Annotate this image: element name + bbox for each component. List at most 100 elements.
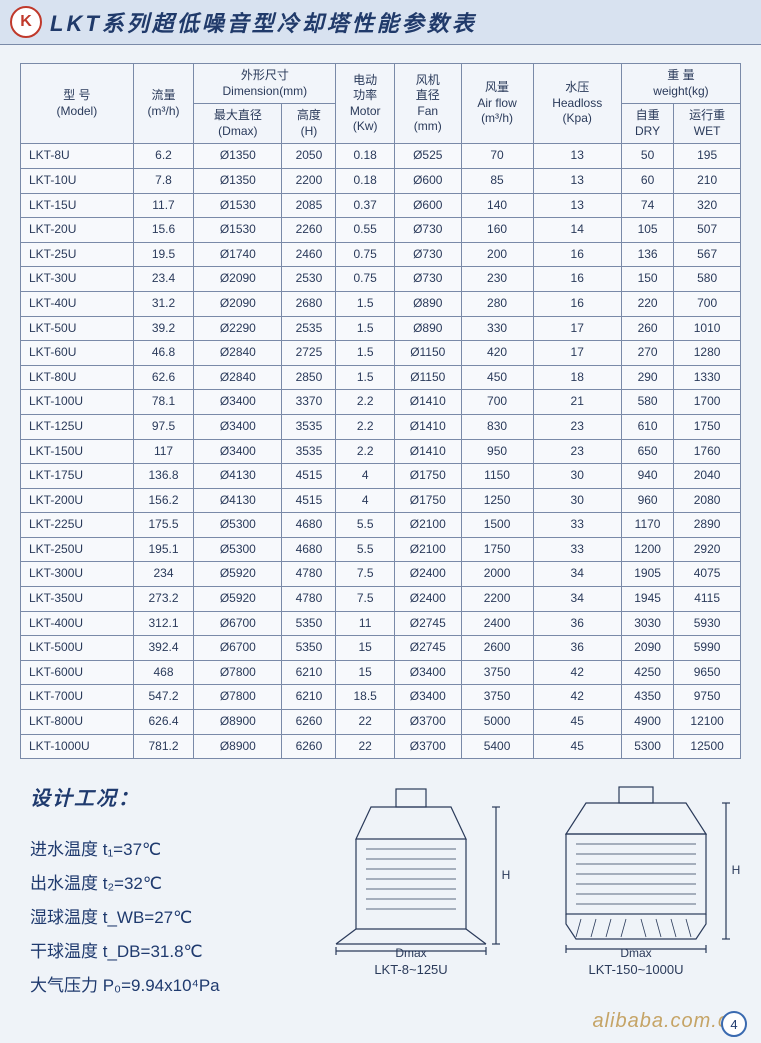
cell-head: 30 xyxy=(533,464,621,489)
cell-flow: 7.8 xyxy=(133,168,193,193)
cell-motor: 4 xyxy=(336,464,394,489)
cell-motor: 0.18 xyxy=(336,144,394,169)
cell-flow: 156.2 xyxy=(133,488,193,513)
cell-head: 36 xyxy=(533,611,621,636)
cell-wet: 9650 xyxy=(674,660,741,685)
cell-motor: 0.18 xyxy=(336,168,394,193)
cell-wet: 5930 xyxy=(674,611,741,636)
cell-motor: 0.75 xyxy=(336,267,394,292)
col-dimension-group: 外形尺寸Dimension(mm) xyxy=(194,64,336,104)
cell-flow: 11.7 xyxy=(133,193,193,218)
cell-head: 33 xyxy=(533,513,621,538)
cell-flow: 195.1 xyxy=(133,537,193,562)
design-line: 出水温度 t₂=32℃ xyxy=(30,867,280,901)
cell-air: 2200 xyxy=(461,587,533,612)
table-row: LKT-60U46.8Ø284027251.5Ø1150420172701280 xyxy=(21,341,741,366)
cell-flow: 6.2 xyxy=(133,144,193,169)
cell-air: 280 xyxy=(461,291,533,316)
cell-dmax: Ø2090 xyxy=(194,267,282,292)
tower-diagram-small-icon: Dmax H xyxy=(311,779,511,959)
cell-head: 45 xyxy=(533,710,621,735)
cell-dmax: Ø5300 xyxy=(194,537,282,562)
cell-air: 1750 xyxy=(461,537,533,562)
cell-fan: Ø600 xyxy=(394,193,461,218)
cell-flow: 78.1 xyxy=(133,390,193,415)
page-number: 4 xyxy=(721,1011,747,1037)
cell-dry: 270 xyxy=(621,341,673,366)
cell-dmax: Ø5920 xyxy=(194,562,282,587)
cell-motor: 1.5 xyxy=(336,291,394,316)
cell-air: 140 xyxy=(461,193,533,218)
cell-model: LKT-225U xyxy=(21,513,134,538)
design-line: 大气压力 P₀=9.94x10⁴Pa xyxy=(30,969,280,1003)
table-row: LKT-400U312.1Ø6700535011Ø274524003630305… xyxy=(21,611,741,636)
cell-h: 2725 xyxy=(282,341,336,366)
cell-fan: Ø2100 xyxy=(394,537,461,562)
table-row: LKT-225U175.5Ø530046805.5Ø21001500331170… xyxy=(21,513,741,538)
cell-h: 2530 xyxy=(282,267,336,292)
cell-motor: 0.75 xyxy=(336,242,394,267)
cell-wet: 210 xyxy=(674,168,741,193)
cell-h: 6260 xyxy=(282,710,336,735)
col-motor: 电动功率Motor(Kw) xyxy=(336,64,394,144)
cell-head: 17 xyxy=(533,341,621,366)
cell-fan: Ø2400 xyxy=(394,562,461,587)
cell-flow: 136.8 xyxy=(133,464,193,489)
cell-model: LKT-350U xyxy=(21,587,134,612)
cell-head: 18 xyxy=(533,365,621,390)
cell-dry: 150 xyxy=(621,267,673,292)
cell-head: 42 xyxy=(533,660,621,685)
cell-dmax: Ø5920 xyxy=(194,587,282,612)
cell-fan: Ø730 xyxy=(394,267,461,292)
cell-h: 4515 xyxy=(282,488,336,513)
cell-model: LKT-20U xyxy=(21,218,134,243)
cell-dmax: Ø1740 xyxy=(194,242,282,267)
cell-model: LKT-800U xyxy=(21,710,134,735)
cell-flow: 468 xyxy=(133,660,193,685)
cell-flow: 781.2 xyxy=(133,734,193,759)
page: K LKT系列超低噪音型冷却塔性能参数表 型 号(Model) 流量(m³/h)… xyxy=(0,0,761,1043)
cell-fan: Ø1750 xyxy=(394,464,461,489)
cell-dry: 4900 xyxy=(621,710,673,735)
cell-flow: 31.2 xyxy=(133,291,193,316)
col-height: 高度(H) xyxy=(282,104,336,144)
cell-motor: 11 xyxy=(336,611,394,636)
cell-h: 2200 xyxy=(282,168,336,193)
cell-fan: Ø1410 xyxy=(394,439,461,464)
table-row: LKT-25U19.5Ø174024600.75Ø73020016136567 xyxy=(21,242,741,267)
table-row: LKT-15U11.7Ø153020850.37Ø6001401374320 xyxy=(21,193,741,218)
cell-air: 3750 xyxy=(461,685,533,710)
cell-wet: 2890 xyxy=(674,513,741,538)
design-section: 设计工况： 进水温度 t₁=37℃ 出水温度 t₂=32℃ 湿球温度 t_WB=… xyxy=(0,769,761,1003)
cell-air: 1250 xyxy=(461,488,533,513)
cell-air: 450 xyxy=(461,365,533,390)
cell-wet: 2920 xyxy=(674,537,741,562)
cell-dry: 260 xyxy=(621,316,673,341)
cell-h: 2085 xyxy=(282,193,336,218)
cell-dry: 136 xyxy=(621,242,673,267)
cell-dmax: Ø2840 xyxy=(194,365,282,390)
cell-h: 2535 xyxy=(282,316,336,341)
cell-head: 33 xyxy=(533,537,621,562)
table-row: LKT-80U62.6Ø284028501.5Ø1150450182901330 xyxy=(21,365,741,390)
cell-dry: 60 xyxy=(621,168,673,193)
cell-motor: 1.5 xyxy=(336,316,394,341)
table-row: LKT-10U7.8Ø135022000.18Ø600851360210 xyxy=(21,168,741,193)
cell-air: 3750 xyxy=(461,660,533,685)
cell-dmax: Ø2290 xyxy=(194,316,282,341)
cell-air: 420 xyxy=(461,341,533,366)
cell-head: 21 xyxy=(533,390,621,415)
cell-h: 4680 xyxy=(282,513,336,538)
design-title: 设计工况： xyxy=(30,779,280,819)
cell-head: 36 xyxy=(533,636,621,661)
cell-flow: 23.4 xyxy=(133,267,193,292)
cell-air: 950 xyxy=(461,439,533,464)
cell-wet: 4115 xyxy=(674,587,741,612)
cell-wet: 2080 xyxy=(674,488,741,513)
diagram-right-caption: LKT-150~1000U xyxy=(531,962,741,977)
cell-head: 14 xyxy=(533,218,621,243)
cell-model: LKT-30U xyxy=(21,267,134,292)
cell-fan: Ø730 xyxy=(394,242,461,267)
cell-wet: 320 xyxy=(674,193,741,218)
cell-h: 2850 xyxy=(282,365,336,390)
